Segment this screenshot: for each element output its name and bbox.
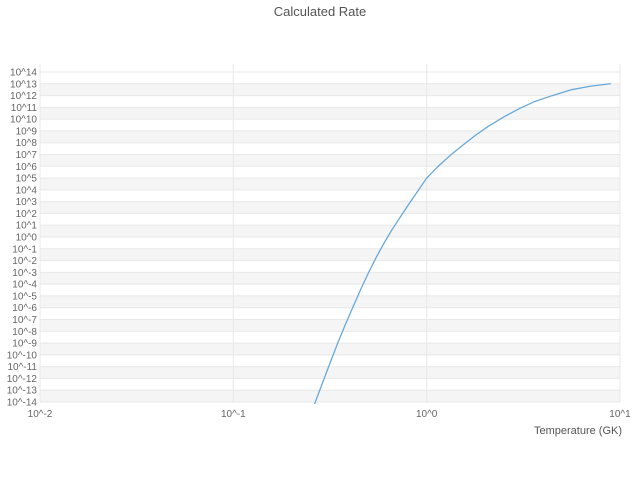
y-tick-label: 10^-13 [7,386,38,397]
grid-band [40,154,620,167]
y-tick-label: 10^-7 [12,315,37,326]
grid-band [40,130,620,143]
y-tick-label: 10^-11 [7,362,37,373]
y-tick-label: 10^5 [16,174,38,185]
chart-title: Calculated Rate [273,4,367,19]
rate-line [313,83,611,404]
x-tick-labels: 10^-2 10^-1 10^0 10^1 [28,409,631,420]
grid-band [40,343,620,355]
y-tick-label: 10^2 [16,209,38,220]
grid-bands [40,83,620,402]
grid-band [40,295,620,308]
grid-band [40,178,620,190]
grid-band [40,225,620,237]
grid-band [40,390,620,402]
x-tick-label: 10^0 [416,409,438,420]
y-tick-label: 10^-14 [7,398,38,409]
y-tick-labels: 10^1410^1310^1210^1110^1010^910^810^710^… [7,68,38,409]
y-tick-label: 10^12 [10,91,37,102]
y-tick-label: 10^11 [11,103,38,114]
y-tick-label: 10^7 [16,150,38,161]
y-tick-label: 10^-9 [12,339,37,350]
y-tick-label: 10^3 [16,197,38,208]
y-tick-label: 10^1 [16,221,38,232]
x-tick-label: 10^-2 [28,409,53,420]
grid-band [40,366,620,379]
y-tick-label: 10^9 [16,126,38,137]
y-tick-label: 10^-12 [7,374,38,385]
y-tick-label: 10^4 [16,185,38,196]
y-tick-label: 10^-6 [12,303,37,314]
y-tick-label: 10^-8 [12,327,37,338]
grid-band [40,319,620,332]
y-tick-label: 10^6 [16,162,38,173]
y-tick-label: 10^-10 [7,350,38,361]
gridlines [39,64,621,403]
grid-band [40,83,620,96]
y-tick-label: 10^10 [10,115,37,126]
y-tick-label: 10^-1 [12,244,37,255]
x-axis-label: Temperature (GK) [533,425,622,437]
y-tick-label: 10^0 [16,233,38,244]
y-tick-label: 10^-3 [12,268,37,279]
grid-band [40,107,620,120]
y-tick-label: 10^-2 [12,256,37,267]
y-tick-label: 10^13 [10,79,37,90]
y-tick-label: 10^8 [16,138,38,149]
grid-band [40,201,620,214]
grid-band [40,272,620,285]
y-tick-label: 10^-5 [12,291,37,302]
grid-band [40,248,620,261]
x-tick-label: 10^1 [609,409,631,420]
y-tick-label: 10^-4 [12,280,37,291]
x-tick-label: 10^-1 [221,409,246,420]
y-tick-label: 10^14 [10,68,37,79]
